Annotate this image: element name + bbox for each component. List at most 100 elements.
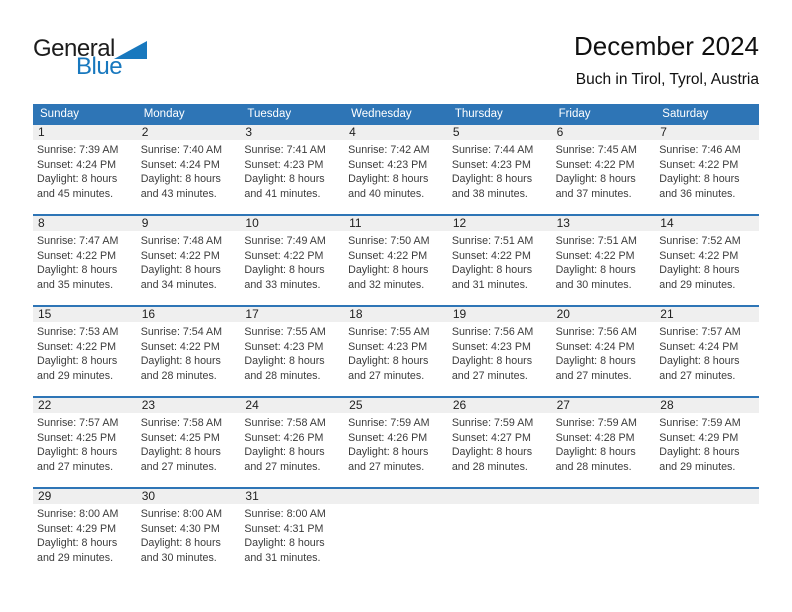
sunset-text: Sunset: 4:24 PM [659, 340, 739, 353]
sunrise-text: Sunrise: 7:54 AM [140, 326, 223, 338]
empty-day-number [344, 489, 448, 504]
sunrise-text: Sunrise: 7:59 AM [555, 417, 637, 429]
daylight-text: Daylight: 8 hours [244, 537, 325, 549]
sunrise-text: Sunrise: 8:00 AM [140, 508, 223, 520]
day-number-23: 23 [141, 398, 156, 412]
day-cell-28: Sunrise: 7:59 AM Sunset: 4:29 PM Daylight:… [655, 413, 759, 487]
sunrise-text: Sunrise: 7:51 AM [451, 235, 534, 247]
sunrise-text: Sunrise: 7:59 AM [348, 417, 430, 429]
day-cell-20: Sunrise: 7:56 AM Sunset: 4:24 PM Daylight:… [552, 322, 656, 396]
daylight-text-cont: and 37 minutes. [555, 187, 632, 200]
sunrise-text: Sunrise: 7:48 AM [140, 235, 223, 247]
day-cell-3: Sunrise: 7:41 AM Sunset: 4:23 PM Daylight:… [240, 140, 344, 214]
sunrise-text: Sunrise: 7:55 AM [348, 326, 430, 338]
day-cell-30: Sunrise: 8:00 AM Sunset: 4:30 PM Daylight:… [137, 504, 241, 578]
daylight-text-cont: and 27 minutes. [140, 460, 217, 473]
day-number-12: 12 [452, 216, 467, 230]
day-cell-14: Sunrise: 7:52 AM Sunset: 4:22 PM Daylight:… [655, 231, 759, 305]
general-blue-logo: General Blue [33, 35, 147, 80]
day-header-tuesday: Tuesday [247, 108, 292, 120]
day-header-thursday: Thursday [454, 108, 503, 120]
daylight-text-cont: and 27 minutes. [244, 460, 321, 473]
daylight-text: Daylight: 8 hours [659, 446, 740, 458]
daylight-text: Daylight: 8 hours [555, 264, 636, 276]
daylight-text-cont: and 29 minutes. [659, 460, 736, 473]
sunset-text: Sunset: 4:22 PM [244, 249, 324, 262]
week-row-5: 29 30 31 Sunrise: 8:00 AM Sunset: 4:29 PM Day… [33, 487, 759, 578]
daylight-text-cont: and 38 minutes. [451, 187, 528, 200]
sunset-text: Sunset: 4:25 PM [140, 431, 220, 444]
sunrise-text: Sunrise: 8:00 AM [37, 508, 119, 520]
daylight-text: Daylight: 8 hours [244, 173, 325, 185]
day-cell-6: Sunrise: 7:45 AM Sunset: 4:22 PM Daylight:… [552, 140, 656, 214]
sunrise-text: Sunrise: 7:44 AM [451, 144, 534, 156]
day-number-7: 7 [660, 125, 667, 139]
sunrise-text: Sunrise: 7:58 AM [244, 417, 326, 429]
sunrise-text: Sunrise: 7:57 AM [37, 417, 119, 429]
day-cell-21: Sunrise: 7:57 AM Sunset: 4:24 PM Daylight:… [655, 322, 759, 396]
sunrise-text: Sunrise: 7:58 AM [140, 417, 223, 429]
daylight-text: Daylight: 8 hours [659, 173, 740, 185]
day-number-31: 31 [245, 489, 259, 503]
day-cell-25: Sunrise: 7:59 AM Sunset: 4:26 PM Daylight:… [344, 413, 448, 487]
daylight-text: Daylight: 8 hours [244, 446, 325, 458]
day-cell-4: Sunrise: 7:42 AM Sunset: 4:23 PM Daylight:… [344, 140, 448, 214]
daylight-text-cont: and 27 minutes. [348, 369, 425, 382]
daylight-text-cont: and 29 minutes. [659, 278, 736, 291]
sunrise-text: Sunrise: 7:57 AM [659, 326, 741, 338]
day-number-2: 2 [141, 125, 149, 139]
daylight-text-cont: and 27 minutes. [37, 460, 114, 473]
day-cell-2: Sunrise: 7:40 AM Sunset: 4:24 PM Daylight:… [137, 140, 241, 214]
empty-day-cell [655, 504, 759, 578]
sunset-text: Sunset: 4:25 PM [37, 431, 117, 444]
day-cell-11: Sunrise: 7:50 AM Sunset: 4:22 PM Daylight:… [344, 231, 448, 305]
day-cell-7: Sunrise: 7:46 AM Sunset: 4:22 PM Daylight:… [655, 140, 759, 214]
daylight-text-cont: and 27 minutes. [451, 369, 528, 382]
logo-text-general: General [33, 35, 115, 62]
daylight-text-cont: and 29 minutes. [37, 551, 114, 564]
sunset-text: Sunset: 4:27 PM [451, 431, 531, 444]
page-location: Buch in Tirol, Tyrol, Austria [575, 71, 759, 88]
day-details-row: Sunrise: 7:53 AM Sunset: 4:22 PM Daylight:… [33, 322, 759, 396]
sunset-text: Sunset: 4:22 PM [140, 340, 220, 353]
logo-triangle-icon [113, 41, 147, 59]
sunset-text: Sunset: 4:30 PM [140, 522, 220, 535]
day-number-26: 26 [452, 398, 467, 412]
sunset-text: Sunset: 4:31 PM [244, 522, 324, 535]
sunset-text: Sunset: 4:22 PM [451, 249, 531, 262]
daylight-text: Daylight: 8 hours [348, 446, 429, 458]
daylight-text: Daylight: 8 hours [37, 355, 118, 367]
day-cell-19: Sunrise: 7:56 AM Sunset: 4:23 PM Daylight:… [448, 322, 552, 396]
day-number-27: 27 [556, 398, 570, 412]
daylight-text-cont: and 27 minutes. [348, 460, 425, 473]
day-number-3: 3 [245, 125, 253, 139]
empty-day-cell [344, 504, 448, 578]
daylight-text-cont: and 27 minutes. [659, 369, 736, 382]
calendar-table: Sunday Monday Tuesday Wednesday Thursday Frid… [33, 104, 759, 578]
sunset-text: Sunset: 4:23 PM [451, 340, 531, 353]
sunrise-text: Sunrise: 7:55 AM [244, 326, 326, 338]
day-number-band: 15 16 17 18 19 20 21 [33, 307, 759, 322]
day-number-25: 25 [349, 398, 363, 412]
day-cell-31: Sunrise: 8:00 AM Sunset: 4:31 PM Daylight:… [240, 504, 344, 578]
sunset-text: Sunset: 4:29 PM [37, 522, 117, 535]
sunset-text: Sunset: 4:24 PM [140, 158, 220, 171]
daylight-text-cont: and 34 minutes. [140, 278, 217, 291]
daylight-text: Daylight: 8 hours [244, 264, 325, 276]
sunset-text: Sunset: 4:24 PM [555, 340, 635, 353]
daylight-text-cont: and 43 minutes. [140, 187, 217, 200]
day-number-band: 22 23 24 25 26 27 28 [33, 398, 759, 413]
day-header-row: Sunday Monday Tuesday Wednesday Thursday Frid… [33, 104, 759, 125]
daylight-text: Daylight: 8 hours [37, 264, 118, 276]
day-cell-16: Sunrise: 7:54 AM Sunset: 4:22 PM Daylight:… [137, 322, 241, 396]
daylight-text-cont: and 31 minutes. [244, 551, 321, 564]
sunset-text: Sunset: 4:26 PM [244, 431, 324, 444]
daylight-text-cont: and 27 minutes. [555, 369, 632, 382]
daylight-text: Daylight: 8 hours [140, 446, 221, 458]
daylight-text: Daylight: 8 hours [555, 446, 636, 458]
daylight-text-cont: and 41 minutes. [244, 187, 321, 200]
daylight-text: Daylight: 8 hours [348, 355, 429, 367]
day-number-15: 15 [38, 307, 52, 321]
logo-text-blue: Blue [76, 53, 123, 80]
sunrise-text: Sunrise: 7:45 AM [555, 144, 637, 156]
